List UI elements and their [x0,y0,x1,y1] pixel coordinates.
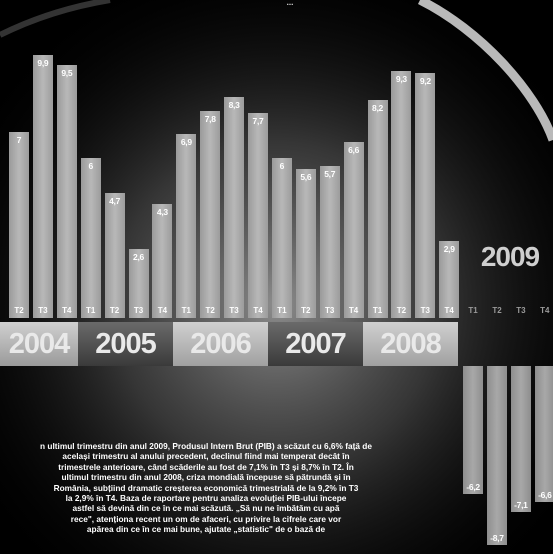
tick-label-10: T4 [253,306,263,315]
bar-value-label-6: 4,3 [156,206,168,217]
bar-12 [295,169,316,318]
bar-11 [271,158,292,318]
bar-22 [534,366,553,502]
bar-19 [463,366,484,494]
bar-value-label-14: 6,6 [348,145,360,156]
bar-value-label-11: 6 [279,161,285,172]
bar-value-label-2: 9,5 [61,68,73,79]
bar-value-label-0: 7 [16,134,22,145]
tick-label-19: T1 [468,306,478,315]
bar-value-label-9: 8,3 [228,100,240,111]
bar-value-label-21: -7,1 [514,500,528,511]
bar-20 [487,366,507,546]
bar-13 [319,166,340,318]
year-label-2005: 2005 [95,328,157,360]
tick-label-15: T1 [372,306,383,315]
year-band-2007 [268,322,363,366]
year-band-2005 [78,322,173,366]
bar-value-label-16: 9,3 [395,73,407,84]
year-label-2006: 2006 [190,328,252,360]
tick-label-4: T2 [109,306,120,315]
year-band-2006 [173,322,268,366]
bar-value-label-10: 7,7 [252,116,264,127]
bar-21 [510,366,531,513]
bar-17 [415,73,436,318]
tick-label-12: T2 [301,306,311,315]
bar-value-label-19: -6,2 [466,481,480,492]
tick-label-11: T1 [277,306,287,315]
tick-label-22: T4 [540,306,550,315]
bar-16 [391,70,412,318]
tick-label-9: T3 [229,306,239,315]
chart-title: ... [286,0,294,7]
bar-value-label-17: 9,2 [419,76,431,87]
bar-6 [152,203,173,318]
year-band-2008 [363,322,458,366]
bar-value-label-15: 8,2 [372,102,383,113]
tick-label-6: T4 [157,306,168,315]
bar-value-label-22: -6,6 [538,489,552,500]
bar-value-label-3: 6 [88,161,93,172]
year-label-2007: 2007 [285,328,347,360]
tick-label-20: T2 [492,306,502,315]
year-label-2004: 2004 [8,328,71,360]
bar-5 [128,248,149,318]
tick-label-2: T4 [62,306,72,315]
bar-value-label-18: 2,9 [443,243,455,254]
bar-3 [80,158,101,318]
tick-label-3: T1 [86,306,96,315]
year-label-2008: 2008 [380,328,442,360]
bar-1 [32,54,53,318]
tick-label-13: T3 [325,306,335,315]
bar-value-label-7: 6,9 [180,137,192,148]
bar-value-label-8: 7,8 [204,113,216,124]
tick-label-18: T4 [444,306,454,315]
year-label-2009: 2009 [480,241,540,272]
bar-0 [9,131,29,318]
tick-label-21: T3 [516,306,526,315]
bar-value-label-12: 5,6 [300,172,312,183]
bar-18 [439,240,460,318]
tick-label-14: T4 [348,306,359,315]
year-band-2004 [0,322,78,366]
bar-value-label-5: 2,6 [133,251,144,262]
tick-label-7: T1 [181,306,191,315]
tick-label-1: T3 [38,306,48,315]
tick-label-0: T2 [14,306,24,315]
bar-value-label-4: 4,7 [109,195,121,206]
bar-4 [104,192,125,318]
bar-value-label-20: -8,7 [490,533,504,544]
bar-2 [56,65,77,318]
bar-7 [176,134,197,318]
tick-label-17: T3 [420,306,430,315]
bar-9 [224,97,245,318]
bar-10 [248,113,268,318]
tick-label-16: T2 [396,306,407,315]
bar-15 [367,99,388,318]
article-text: n ultimul trimestru din anul 2009, Produ… [40,441,372,535]
bar-value-label-1: 9,9 [37,57,49,68]
bar-8 [200,110,221,318]
tick-label-8: T2 [205,306,215,315]
bar-14 [343,142,364,318]
bar-value-label-13: 5,7 [324,169,336,180]
tick-label-5: T3 [133,306,144,315]
